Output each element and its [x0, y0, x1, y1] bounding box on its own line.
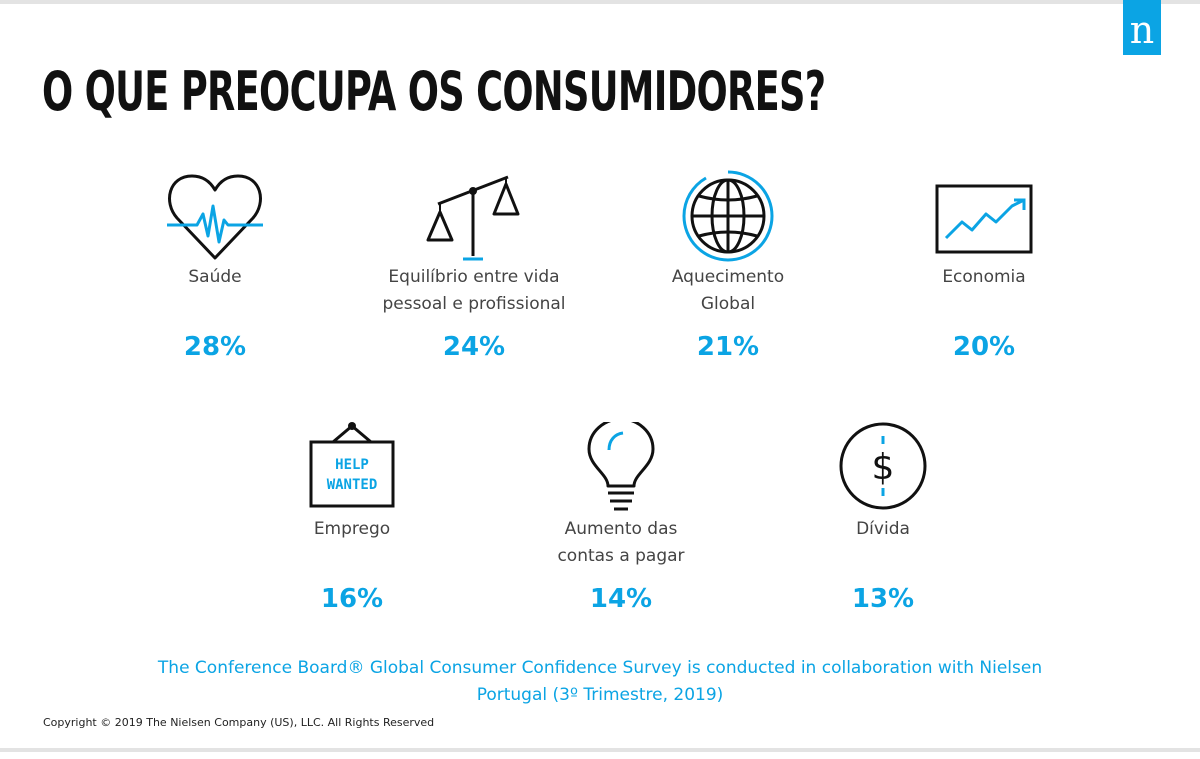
lightbulb-icon — [587, 422, 655, 511]
concern-percent: 16% — [320, 584, 384, 614]
concern-percent: 13% — [851, 584, 915, 614]
concern-label: Aquecimento Global — [671, 267, 785, 314]
top-border — [0, 0, 1200, 4]
logo-letter: n — [1129, 8, 1155, 52]
concern-percent: 28% — [183, 332, 247, 362]
concern-label: Economia — [942, 267, 1026, 287]
concern-percent: 21% — [696, 332, 760, 362]
concern-health: Saúde 28% — [90, 170, 340, 364]
concern-percent: 24% — [442, 332, 506, 362]
trend-chart-icon — [935, 184, 1033, 254]
heart-pulse-icon — [167, 174, 263, 260]
concern-global-warming: Aquecimento Global 21% — [603, 170, 853, 364]
dollar-symbol: $ — [872, 447, 895, 488]
concern-percent: 20% — [952, 332, 1016, 362]
sign-text-wanted: WANTED — [327, 477, 378, 493]
concern-employment: HELP WANTED Emprego 16% — [227, 422, 477, 616]
help-wanted-sign-icon: HELP WANTED — [309, 422, 395, 508]
globe-icon — [682, 170, 774, 262]
concern-label: Emprego — [313, 519, 391, 539]
concern-label: Dívida — [856, 519, 910, 539]
concern-bills: Aumento das contas a pagar 14% — [496, 422, 746, 616]
page-title: O QUE PREOCUPA OS CONSUMIDORES? — [42, 60, 826, 123]
bottom-border — [0, 748, 1200, 752]
copyright-text: Copyright © 2019 The Nielsen Company (US… — [43, 716, 435, 729]
balance-scale-icon — [426, 175, 520, 261]
concern-label: Saúde — [188, 267, 242, 287]
concern-debt: $ Dívida 13% — [758, 422, 1008, 616]
concern-label: Aumento das contas a pagar — [557, 519, 685, 566]
nielsen-logo: n — [1123, 0, 1161, 55]
concern-percent: 14% — [589, 584, 653, 614]
concern-label: Equilíbrio entre vida pessoal e profissi… — [382, 267, 566, 314]
concern-work-life-balance: Equilíbrio entre vida pessoal e profissi… — [349, 170, 599, 364]
source-note: The Conference Board® Global Consumer Co… — [157, 658, 1043, 705]
concern-economy: Economia 20% — [859, 170, 1109, 364]
sign-text-help: HELP — [335, 457, 369, 473]
dollar-coin-icon: $ — [839, 422, 927, 510]
